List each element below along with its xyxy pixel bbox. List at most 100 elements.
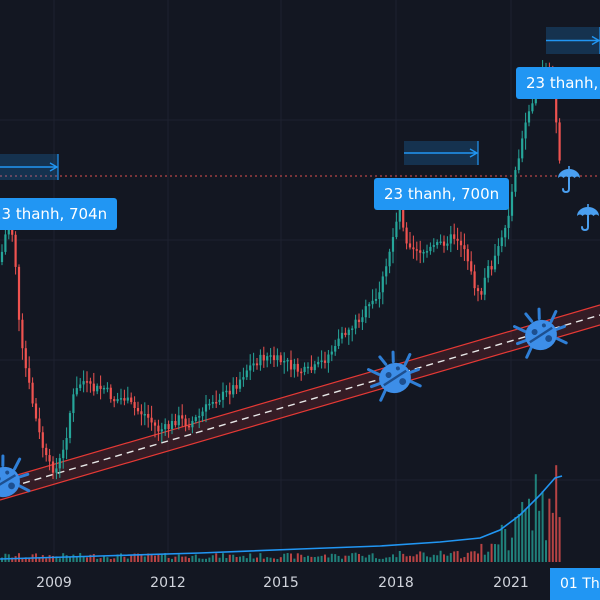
candle-body [17,266,21,320]
candle-body [344,332,347,336]
candle-body [113,399,116,402]
volume-bar [327,557,330,562]
candle-body [347,329,350,336]
volume-bar [140,554,143,562]
volume-bar [137,553,139,562]
candle-body [487,266,490,278]
channel-midline [0,314,600,491]
candle-body [272,355,276,361]
candle-body [473,271,476,289]
volume-bar [24,557,27,562]
volume-bar [368,554,371,562]
volume-bar [317,556,320,562]
volume-bar [48,555,51,562]
candle-body [504,227,507,238]
trend-channel [0,304,600,501]
volume-bar [147,553,150,562]
volume-bar [215,553,218,562]
candle-body [72,394,75,414]
volume-bar [378,558,381,562]
volume-bar [381,558,384,562]
volume-bar [41,555,44,562]
volume-bar [235,556,238,562]
candle-body [449,234,452,244]
volume-bar [385,557,388,562]
volume-bar [65,555,68,562]
candle-body [306,366,310,369]
volume-bar [409,555,411,562]
candle-body [398,205,401,222]
volume-bar [439,550,442,562]
candle-body [65,438,68,450]
candle-body [555,88,558,123]
volume-bar [541,491,544,562]
price-annotation[interactable]: 23 thanh, 700n [374,178,510,210]
candle-body [106,387,109,390]
volume-bar [249,553,252,562]
candle-body [405,227,408,244]
volume-bar [426,556,428,562]
candle-body [429,246,432,252]
volume-bar [293,558,296,562]
volume-bar [528,498,530,562]
candle-body [357,319,361,323]
volume-bar [86,557,88,562]
candle-body [289,359,293,370]
candle-body [412,247,415,250]
volume-bar [160,554,163,562]
candle-body [133,402,136,408]
candle-body [174,421,177,426]
x-tick-label: 2015 [263,575,299,591]
candle-body [126,397,129,401]
price-annotation[interactable]: 23 thanh, [516,67,600,99]
candle-body [75,388,78,395]
candle-body [232,385,235,395]
volume-bar [429,557,432,562]
candle-body [269,355,272,357]
date-range-markers[interactable] [0,27,600,180]
candle-body [252,363,255,366]
volume-bar [109,558,112,562]
volume-bar [344,555,347,562]
candle-body [85,381,89,383]
volume-bar [303,557,306,562]
x-tick-label: 2018 [378,575,414,591]
price-annotation[interactable]: 23 thanh, 704n [0,198,118,230]
candle-body [300,371,303,374]
volume-bar [252,558,255,562]
volume-bar [286,553,289,562]
volume-average-line [0,475,563,560]
umbrella-icon[interactable] [557,165,581,193]
volume-bar [201,558,204,562]
candle-body [466,249,469,262]
volume-bar [52,556,54,562]
candle-body [480,291,483,295]
candle-body [500,237,503,247]
volume-bar [405,556,408,562]
candle-body [531,103,534,112]
volume-bar [154,555,156,562]
volume-bar [116,554,119,562]
volume-bar [208,557,211,562]
candle-body [109,387,112,400]
umbrella-icon[interactable] [576,203,600,231]
volume-bar [279,557,282,562]
volume-bar [72,554,75,562]
candle-body [204,404,208,412]
volume-bar [167,557,170,562]
volume-bar [191,555,194,562]
candle-body [136,407,140,412]
candle-body [153,422,157,426]
volume-bar [266,557,269,562]
volume-bar [558,517,561,562]
candle-body [317,361,320,365]
volume-bar [198,558,201,562]
volume-bar [375,558,377,562]
volume-bar [402,553,405,562]
volume-bar [222,553,224,562]
volume-bar [188,558,190,562]
candle-body [442,241,446,246]
candle-body [51,461,55,473]
